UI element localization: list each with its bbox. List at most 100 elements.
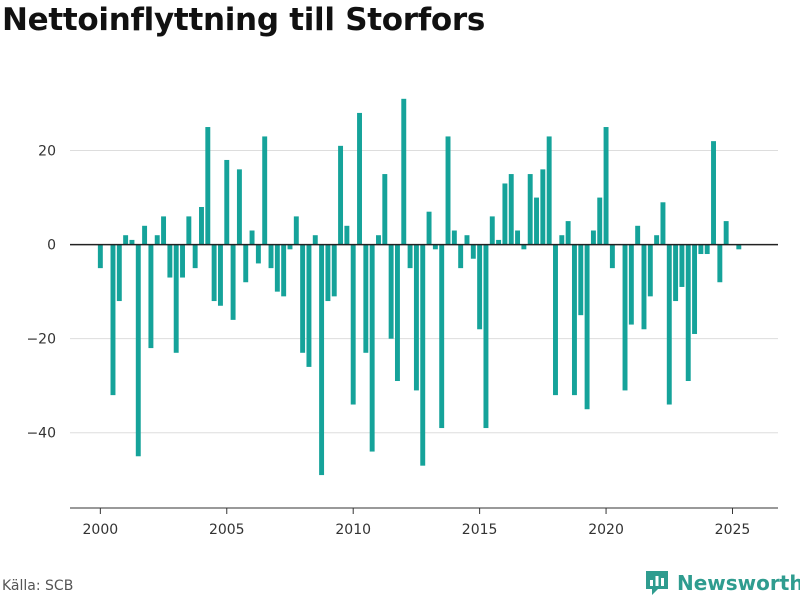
x-tick-label: 2015 xyxy=(462,522,498,538)
bar xyxy=(388,244,394,339)
bar xyxy=(698,244,704,255)
bar xyxy=(736,244,742,250)
bar xyxy=(287,244,293,250)
bar xyxy=(603,127,609,245)
bar xyxy=(609,244,615,269)
bar xyxy=(262,136,268,245)
y-tick-label: −40 xyxy=(26,426,56,442)
bar xyxy=(154,235,160,245)
bar xyxy=(546,136,552,245)
y-tick-label: 20 xyxy=(38,144,56,160)
bar xyxy=(622,244,628,391)
chart-title: Nettoinflyttning till Storfors xyxy=(2,2,486,38)
bar xyxy=(116,244,122,302)
bar xyxy=(325,244,331,302)
bar xyxy=(496,239,502,245)
bar xyxy=(578,244,584,316)
bar xyxy=(274,244,280,292)
bar xyxy=(426,211,432,245)
bar xyxy=(331,244,337,297)
x-tick-label: 2010 xyxy=(335,522,371,538)
bar xyxy=(527,174,533,245)
bar xyxy=(597,197,603,245)
bar xyxy=(711,141,716,245)
bar xyxy=(142,225,148,245)
bar xyxy=(628,244,634,325)
newsworthy-logo-icon xyxy=(646,571,668,595)
bar xyxy=(148,244,154,349)
bar xyxy=(161,216,167,245)
bar xyxy=(97,244,103,269)
bar xyxy=(243,244,249,283)
bar xyxy=(451,230,457,245)
bar xyxy=(312,235,318,245)
bar xyxy=(515,230,521,245)
bar xyxy=(590,230,596,245)
bar xyxy=(445,136,451,245)
bar xyxy=(407,244,413,269)
bar xyxy=(559,235,565,245)
bar xyxy=(717,244,723,283)
x-tick-label: 2020 xyxy=(588,522,624,538)
bar xyxy=(186,216,192,245)
bar xyxy=(470,244,476,259)
bar xyxy=(666,244,672,405)
bar xyxy=(199,206,204,245)
bar xyxy=(249,230,255,245)
bar xyxy=(135,244,141,457)
bar xyxy=(534,197,539,245)
brand-name: Newsworthy xyxy=(677,571,800,595)
bar xyxy=(477,244,483,330)
bar xyxy=(704,244,710,255)
bar xyxy=(255,244,261,264)
bar xyxy=(281,244,287,297)
bar xyxy=(458,244,464,269)
bar xyxy=(376,235,381,245)
bar xyxy=(129,239,135,245)
bar xyxy=(167,244,173,278)
bar xyxy=(565,221,571,245)
source-note: Källa: SCB xyxy=(2,578,74,594)
x-axis-ticks: 2000 2005 2010 2015 2020 2025 xyxy=(83,508,750,538)
bar xyxy=(502,183,508,245)
bar xyxy=(641,244,647,330)
bar-chart: 20 0 −20 −40 2000 2005 2010 2015 2020 2025 xyxy=(26,98,778,538)
y-tick-label: −20 xyxy=(26,332,56,348)
bar xyxy=(306,244,312,367)
bar xyxy=(692,244,698,334)
bar xyxy=(413,244,419,391)
bar xyxy=(420,244,426,466)
bar xyxy=(338,145,344,245)
bar xyxy=(647,244,653,297)
bar xyxy=(319,244,325,476)
bar xyxy=(489,216,495,245)
bar xyxy=(173,244,179,353)
bar xyxy=(508,174,514,245)
bar xyxy=(211,244,217,302)
bar xyxy=(205,127,211,245)
bar xyxy=(635,225,641,245)
bar xyxy=(439,244,445,429)
bar xyxy=(654,235,660,245)
bar xyxy=(382,174,388,245)
bar xyxy=(483,244,489,429)
bar xyxy=(685,244,691,382)
brand-logo: Newsworthy xyxy=(644,569,800,597)
bar xyxy=(344,225,350,245)
bar xyxy=(350,244,356,405)
bar xyxy=(464,235,470,245)
bar xyxy=(521,244,527,250)
bar xyxy=(432,244,438,250)
bar xyxy=(293,216,299,245)
bar xyxy=(723,221,729,245)
x-tick-label: 2000 xyxy=(83,522,119,538)
bar xyxy=(363,244,369,353)
bar xyxy=(679,244,685,287)
bar xyxy=(180,244,185,278)
bar xyxy=(673,244,679,302)
bar xyxy=(224,159,230,245)
bar xyxy=(268,244,274,269)
bar xyxy=(357,112,362,245)
bars xyxy=(97,98,742,476)
bar xyxy=(584,244,590,410)
